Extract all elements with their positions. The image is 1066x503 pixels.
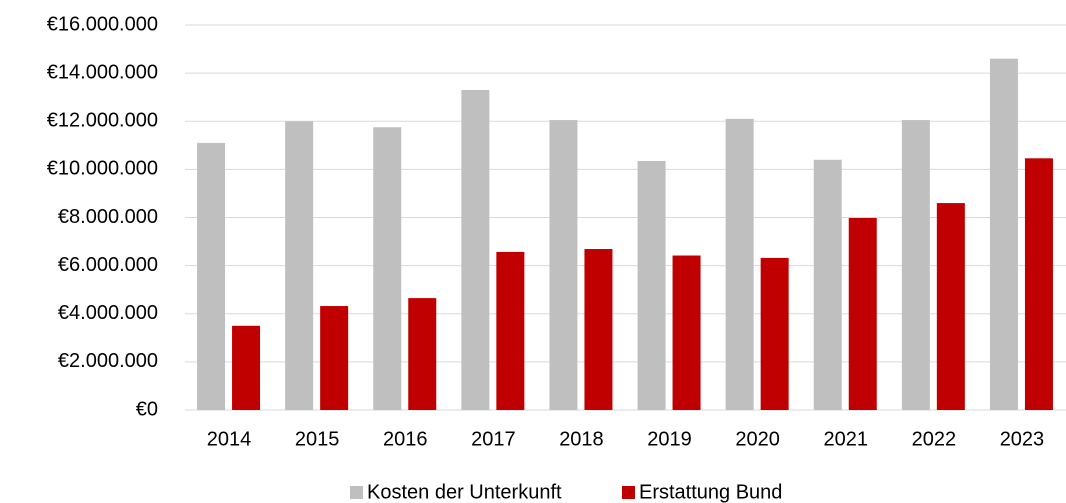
legend-swatch <box>622 486 635 499</box>
bar <box>813 159 842 410</box>
bar <box>936 203 965 410</box>
bar <box>408 298 437 410</box>
bar <box>549 120 578 410</box>
bar <box>373 127 402 410</box>
y-tick-label: €8.000.000 <box>58 206 158 228</box>
bar <box>1024 158 1053 410</box>
x-tick-label: 2020 <box>735 428 780 450</box>
y-tick-label: €14.000.000 <box>47 61 158 83</box>
x-tick-label: 2022 <box>912 428 957 450</box>
y-tick-label: €10.000.000 <box>47 158 158 180</box>
bar <box>760 257 789 410</box>
y-tick-label: €4.000.000 <box>58 302 158 324</box>
bar <box>461 89 490 410</box>
bar <box>285 121 314 410</box>
legend-swatch <box>350 486 363 499</box>
x-tick-label: 2019 <box>647 428 692 450</box>
x-tick-label: 2017 <box>471 428 516 450</box>
bar <box>672 255 701 410</box>
x-tick-label: 2016 <box>383 428 428 450</box>
y-tick-label: €16.000.000 <box>47 13 158 35</box>
bar <box>989 58 1018 410</box>
bar <box>637 160 666 410</box>
x-tick-label: 2023 <box>1000 428 1045 450</box>
bar <box>584 249 613 410</box>
legend-label: Erstattung Bund <box>639 481 782 503</box>
x-tick-label: 2014 <box>207 428 252 450</box>
bar <box>496 251 525 410</box>
bar <box>725 118 754 410</box>
y-tick-label: €6.000.000 <box>58 254 158 276</box>
y-tick-label: €0 <box>136 398 158 420</box>
bar <box>848 217 877 410</box>
y-tick-label: €2.000.000 <box>58 350 158 372</box>
x-tick-label: 2018 <box>559 428 604 450</box>
legend-label: Kosten der Unterkunft <box>367 481 562 503</box>
bar <box>901 120 930 410</box>
x-tick-label: 2015 <box>295 428 340 450</box>
bar <box>232 325 261 410</box>
x-tick-label: 2021 <box>824 428 869 450</box>
bar <box>197 142 226 410</box>
bar <box>320 306 349 410</box>
y-tick-label: €12.000.000 <box>47 110 158 132</box>
